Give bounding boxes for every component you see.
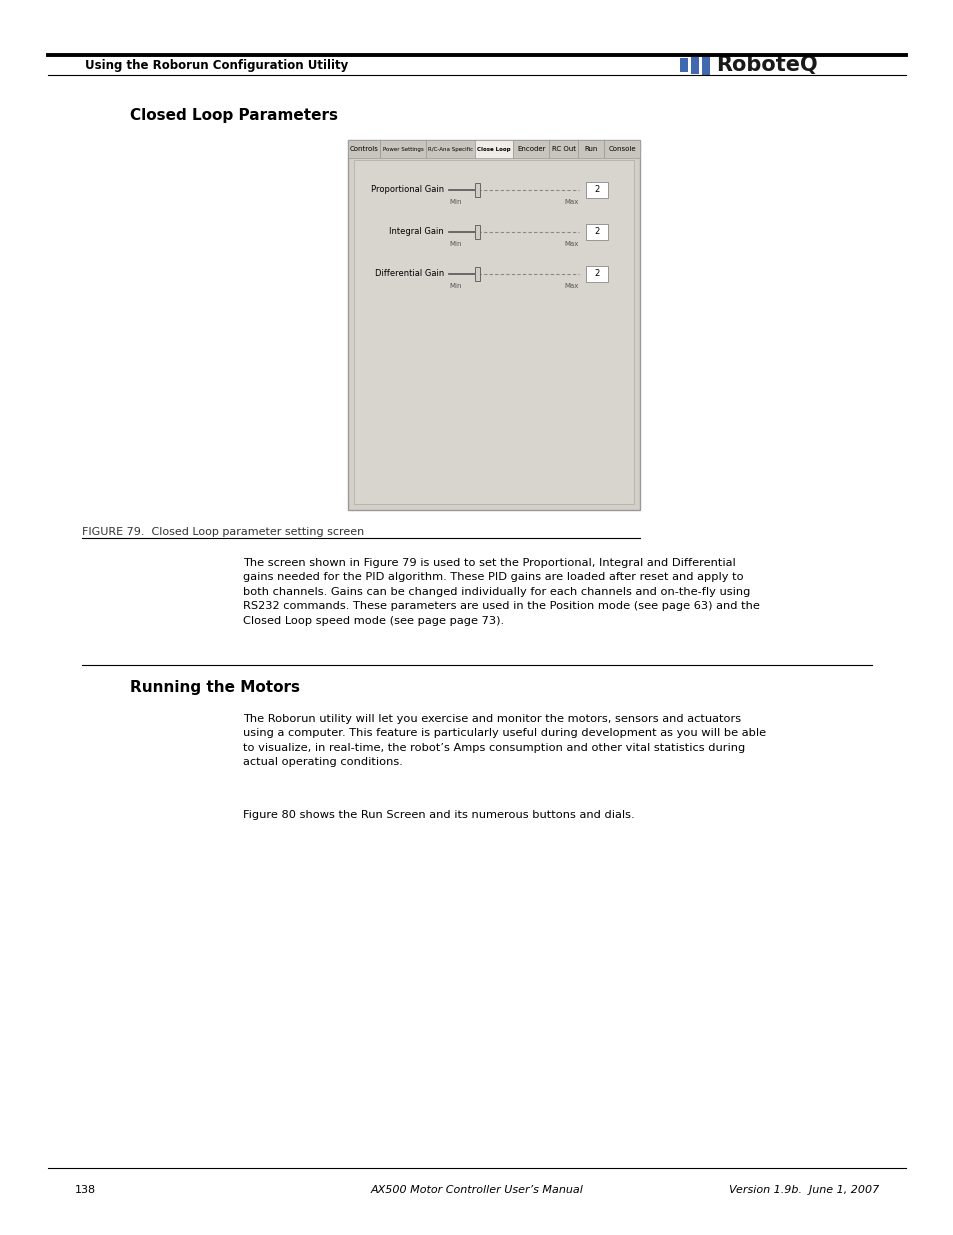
Text: Min: Min — [449, 283, 461, 289]
Bar — [585, 266, 607, 282]
Text: RC Out: RC Out — [551, 146, 576, 152]
Bar — [348, 140, 639, 510]
Text: Running the Motors: Running the Motors — [130, 680, 299, 695]
Text: 2: 2 — [594, 269, 599, 279]
Text: Max: Max — [564, 199, 578, 205]
Text: Integral Gain: Integral Gain — [389, 227, 443, 236]
Bar — [513, 140, 549, 158]
Text: The Roborun utility will let you exercise and monitor the motors, sensors and ac: The Roborun utility will let you exercis… — [243, 714, 765, 767]
Bar — [474, 140, 513, 158]
Text: FIGURE 79.  Closed Loop parameter setting screen: FIGURE 79. Closed Loop parameter setting… — [82, 527, 364, 537]
Bar — [354, 161, 634, 504]
Bar — [380, 140, 425, 158]
Text: Figure 80 shows the Run Screen and its numerous buttons and dials.: Figure 80 shows the Run Screen and its n… — [243, 810, 634, 820]
Bar — [425, 140, 474, 158]
Bar — [475, 225, 479, 240]
Text: 2: 2 — [594, 227, 599, 236]
Text: AX500 Motor Controller User’s Manual: AX500 Motor Controller User’s Manual — [370, 1186, 583, 1195]
Text: Console: Console — [608, 146, 636, 152]
Text: Run: Run — [584, 146, 598, 152]
Bar — [585, 182, 607, 198]
Text: Max: Max — [564, 241, 578, 247]
Text: Max: Max — [564, 283, 578, 289]
Text: The screen shown in Figure 79 is used to set the Proportional, Integral and Diff: The screen shown in Figure 79 is used to… — [243, 558, 760, 626]
Bar — [549, 140, 578, 158]
Bar — [690, 57, 699, 74]
Bar — [603, 140, 639, 158]
Text: Power Settings: Power Settings — [382, 147, 423, 152]
Text: R/C-Ana Specific: R/C-Ana Specific — [427, 147, 473, 152]
Bar — [475, 183, 479, 198]
Text: Proportional Gain: Proportional Gain — [371, 185, 443, 194]
Bar — [348, 140, 380, 158]
Text: Differential Gain: Differential Gain — [375, 269, 443, 279]
Bar — [475, 267, 479, 282]
Text: Controls: Controls — [350, 146, 378, 152]
Bar — [578, 140, 603, 158]
Bar — [679, 58, 687, 72]
Text: 2: 2 — [594, 185, 599, 194]
Text: RoboteQ: RoboteQ — [716, 56, 817, 75]
Bar — [701, 56, 709, 75]
Text: Close Loop: Close Loop — [476, 147, 510, 152]
Bar — [585, 224, 607, 240]
Text: Encoder: Encoder — [517, 146, 545, 152]
Text: Min: Min — [449, 199, 461, 205]
Text: Min: Min — [449, 241, 461, 247]
Text: Using the Roborun Configuration Utility: Using the Roborun Configuration Utility — [85, 58, 348, 72]
Text: Closed Loop Parameters: Closed Loop Parameters — [130, 107, 337, 124]
Text: 138: 138 — [75, 1186, 96, 1195]
Text: Version 1.9b.  June 1, 2007: Version 1.9b. June 1, 2007 — [728, 1186, 878, 1195]
